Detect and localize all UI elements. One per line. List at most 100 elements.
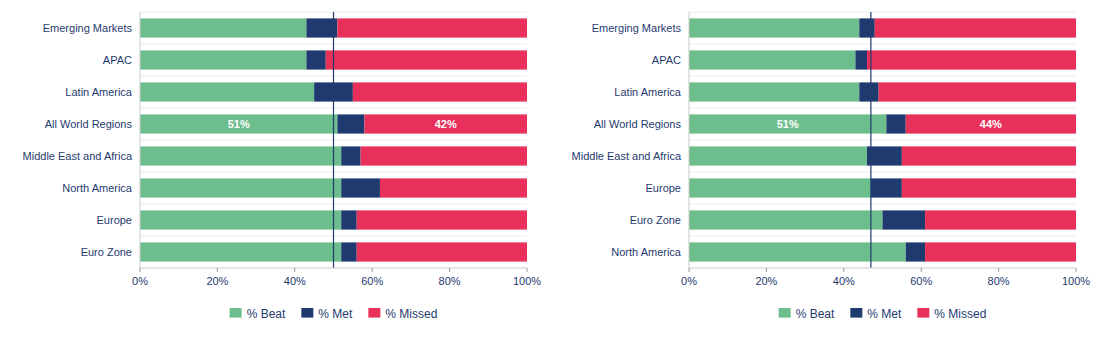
x-tick — [140, 268, 141, 272]
row-separator — [689, 204, 1076, 205]
bar-segment — [925, 242, 1076, 261]
category-label: North America — [611, 246, 682, 258]
bar-segment — [867, 146, 902, 165]
bar-segment — [361, 146, 527, 165]
category-label: All World Regions — [594, 118, 682, 130]
bar-segment — [879, 82, 1076, 101]
bar-segment — [689, 82, 859, 101]
row-separator — [689, 236, 1076, 237]
bar-segment — [140, 146, 341, 165]
legend: % Beat % Met % Missed — [779, 307, 987, 321]
category-label: Europe — [646, 182, 681, 194]
bar-segment — [689, 18, 859, 37]
x-axis-line — [140, 268, 527, 269]
legend-swatch — [850, 308, 862, 318]
x-tick-label: 40% — [284, 275, 306, 287]
bar-segment — [337, 114, 364, 133]
legend-label: % Beat — [796, 307, 835, 321]
bar-segment — [380, 178, 527, 197]
x-tick-label: 80% — [439, 275, 461, 287]
legend-swatch — [301, 308, 313, 318]
bar-segment — [140, 82, 314, 101]
bar-segment — [306, 18, 337, 37]
category-label: APAC — [652, 54, 681, 66]
bar-segment — [867, 50, 1076, 69]
row-separator — [689, 108, 1076, 109]
x-tick-label: 20% — [755, 275, 777, 287]
bar-segment — [353, 82, 527, 101]
legend-item: % Missed — [917, 307, 986, 321]
bar-segment — [364, 114, 527, 133]
category-label: North America — [62, 182, 133, 194]
category-label: Latin America — [614, 86, 682, 98]
bar-segment — [886, 114, 905, 133]
legend-label: % Beat — [247, 307, 286, 321]
bar-segment — [689, 146, 867, 165]
data-label: 44% — [980, 118, 1002, 130]
bar-segment — [341, 210, 356, 229]
bar-segment — [875, 18, 1076, 37]
x-tick — [217, 268, 218, 272]
x-tick — [766, 268, 767, 272]
bar-segment — [855, 50, 867, 69]
bar-segment — [326, 50, 527, 69]
bar-segment — [871, 178, 902, 197]
row-separator — [689, 140, 1076, 141]
legend-swatch — [230, 308, 242, 318]
y-axis-line — [140, 12, 141, 268]
bar-segment — [306, 50, 325, 69]
x-tick — [998, 268, 999, 272]
bar-segment — [341, 242, 356, 261]
bar-segment — [906, 242, 925, 261]
x-tick-label: 100% — [1062, 275, 1090, 287]
figure: 51%42%Emerging MarketsAPACLatin AmericaA… — [0, 0, 1098, 342]
legend-swatch — [917, 308, 929, 318]
category-label: Latin America — [65, 86, 133, 98]
x-tick — [921, 268, 922, 272]
row-separator — [689, 44, 1076, 45]
reference-line — [333, 12, 334, 268]
category-label: Euro Zone — [630, 214, 681, 226]
category-label: Euro Zone — [81, 246, 132, 258]
row-separator — [689, 172, 1076, 173]
category-label: Europe — [97, 214, 132, 226]
x-tick — [372, 268, 373, 272]
x-tick-label: 80% — [988, 275, 1010, 287]
bar-segment — [140, 18, 306, 37]
bar-segment — [140, 210, 341, 229]
category-label: APAC — [103, 54, 132, 66]
legend-item: % Met — [301, 307, 353, 321]
bar-segment — [859, 18, 874, 37]
x-tick — [843, 268, 844, 272]
data-label: 42% — [435, 118, 457, 130]
data-label: 51% — [228, 118, 250, 130]
legend-swatch — [779, 308, 791, 318]
bar-segment — [883, 210, 926, 229]
bar-segment — [341, 178, 380, 197]
bar-segment — [140, 242, 341, 261]
category-label: Middle East and Africa — [572, 150, 682, 162]
bar-segment — [357, 210, 527, 229]
x-tick-label: 0% — [132, 275, 148, 287]
x-tick-label: 60% — [910, 275, 932, 287]
legend-label: % Missed — [934, 307, 986, 321]
category-label: Middle East and Africa — [23, 150, 133, 162]
bars — [140, 12, 527, 268]
legend-label: % Met — [318, 307, 353, 321]
legend: % Beat% Met% Missed — [230, 307, 438, 321]
x-tick-label: 100% — [513, 275, 541, 287]
x-tick — [689, 268, 690, 272]
bar-segment — [337, 18, 527, 37]
legend-label: % Met — [867, 307, 902, 321]
bar-segment — [689, 242, 906, 261]
x-axis-line — [689, 268, 1076, 269]
data-label: 51% — [777, 118, 799, 130]
bar-segment — [925, 210, 1076, 229]
row-separator — [689, 76, 1076, 77]
x-tick — [527, 268, 528, 272]
bar-segment — [906, 114, 1076, 133]
x-tick-label: 40% — [833, 275, 855, 287]
chart-panel: 51%44%Emerging MarketsAPACLatin AmericaA… — [572, 12, 1091, 321]
bar-segment — [902, 146, 1076, 165]
chart-panel: 51%42%Emerging MarketsAPACLatin AmericaA… — [23, 12, 542, 321]
